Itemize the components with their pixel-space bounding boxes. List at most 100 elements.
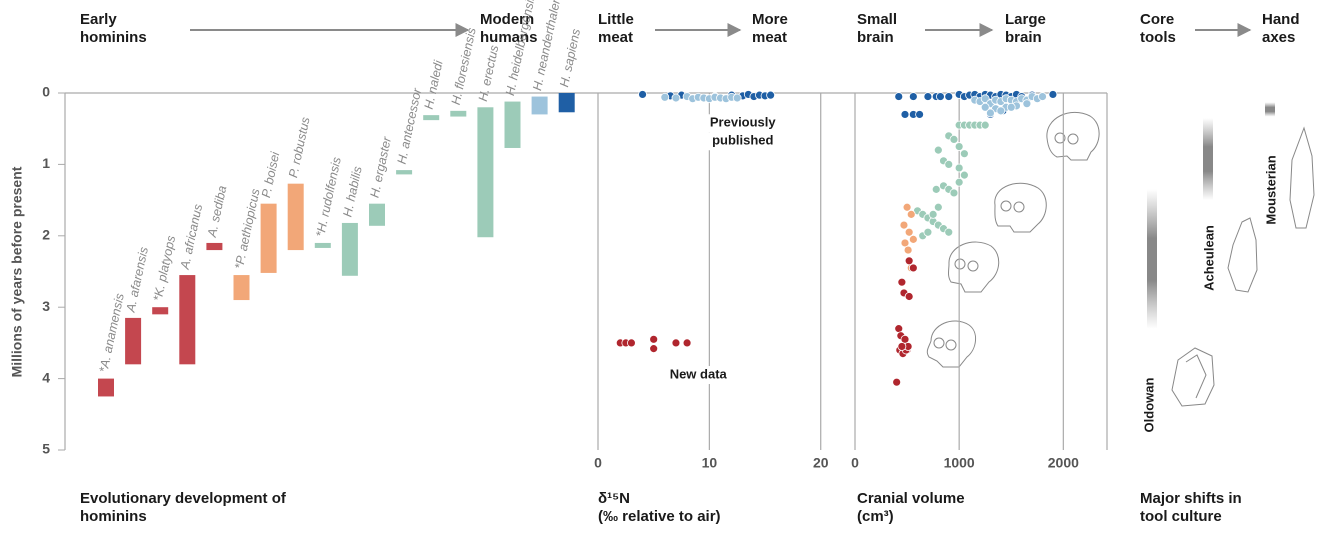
data-point (649, 334, 659, 344)
data-point (627, 338, 636, 348)
tool-range (1265, 102, 1275, 117)
text-line: More (752, 11, 788, 28)
range-bar (450, 110, 467, 117)
data-point (959, 170, 969, 180)
range-bar (558, 93, 575, 113)
range-bar (396, 170, 413, 175)
data-point (923, 92, 933, 101)
x-tick-label: 1000 (944, 455, 975, 471)
range-bar (314, 242, 331, 248)
data-point (732, 93, 742, 103)
range-bar (179, 275, 196, 365)
text-line: Early (80, 11, 117, 28)
species-label: H. naledi (422, 58, 446, 110)
y-tick-label: 2 (42, 227, 50, 243)
species-label: H. antecessor (395, 86, 425, 165)
text-line: (‰ relative to air) (598, 508, 721, 525)
range-bar (477, 107, 494, 238)
skull-illustrations (926, 111, 1100, 368)
data-point (904, 292, 914, 301)
text-line: Evolutionary development of (80, 490, 287, 507)
data-point (931, 184, 941, 194)
data-point (638, 90, 647, 99)
range-bar (341, 222, 358, 276)
annotation-bg (697, 132, 788, 151)
text-line: Small (857, 11, 897, 28)
annotation: published (712, 133, 773, 148)
text-line: meat (752, 29, 787, 46)
range-bar (504, 101, 521, 148)
range-bar (125, 317, 142, 365)
range-bar (531, 96, 548, 115)
data-point (949, 135, 959, 144)
x-tick-label: 2000 (1048, 455, 1079, 471)
text-line: Modern (480, 11, 534, 28)
species-label: P. boisei (259, 150, 283, 199)
range-bar (233, 275, 250, 301)
y-tick-label: 3 (42, 298, 50, 314)
data-point (904, 256, 914, 266)
data-point (949, 188, 959, 198)
data-point (900, 334, 910, 344)
data-point (933, 202, 943, 212)
data-point (1006, 102, 1016, 112)
text-line: Little (598, 11, 634, 28)
y-tick-label: 1 (42, 155, 50, 171)
species-label: A. sediba (205, 184, 230, 239)
range-bar (423, 115, 440, 121)
data-point (903, 245, 913, 255)
data-point (897, 277, 907, 287)
text-line: (cm³) (857, 508, 894, 525)
data-point (894, 92, 904, 101)
data-point (1048, 90, 1058, 99)
species-label: H. sapiens (557, 28, 583, 89)
data-point (900, 110, 910, 119)
data-point (899, 220, 909, 230)
data-point (928, 209, 938, 219)
data-point (944, 92, 954, 101)
data-point (682, 338, 692, 348)
text-line: brain (1005, 29, 1042, 46)
species-label: A. africanus (178, 203, 206, 271)
data-point (908, 92, 918, 101)
range-bar (152, 307, 169, 315)
x-tick-label: 0 (851, 455, 859, 471)
text-line: meat (598, 29, 633, 46)
tool-label: Oldowan (1141, 377, 1156, 432)
data-point (980, 102, 990, 112)
data-point (923, 227, 933, 237)
data-point (671, 338, 681, 348)
range-bar (287, 183, 304, 251)
text-line: humans (480, 29, 538, 46)
data-point (959, 149, 969, 159)
data-point (649, 344, 659, 354)
annotation-bg (653, 366, 744, 385)
y-tick-label: 4 (42, 369, 50, 385)
species-label: A. afarensis (123, 246, 151, 314)
data-point (954, 142, 964, 151)
data-point (900, 238, 910, 248)
data-point (902, 202, 912, 212)
species-label: *A. anamensis (96, 292, 126, 374)
data-point (954, 177, 964, 187)
text-line: tools (1140, 29, 1176, 46)
tool-illustrations (1171, 126, 1315, 407)
species-label: H. floresiensis (449, 26, 479, 106)
tool-range (1203, 117, 1213, 201)
tool-label: Acheulean (1201, 225, 1216, 291)
data-point (1022, 99, 1032, 109)
range-bar (369, 203, 385, 226)
species-label: H. habilis (340, 165, 364, 218)
data-point (980, 120, 990, 130)
tool-label: Mousterian (1263, 155, 1278, 224)
text-line: Major shifts in (1140, 490, 1242, 507)
data-point (908, 263, 918, 273)
text-line: hominins (80, 29, 147, 46)
species-label: *H. rudolfensis (313, 156, 344, 238)
data-point (660, 92, 670, 102)
range-bar (98, 378, 114, 397)
data-point (908, 234, 918, 244)
species-label: *K. platyops (151, 234, 179, 302)
text-line: Large (1005, 11, 1046, 28)
